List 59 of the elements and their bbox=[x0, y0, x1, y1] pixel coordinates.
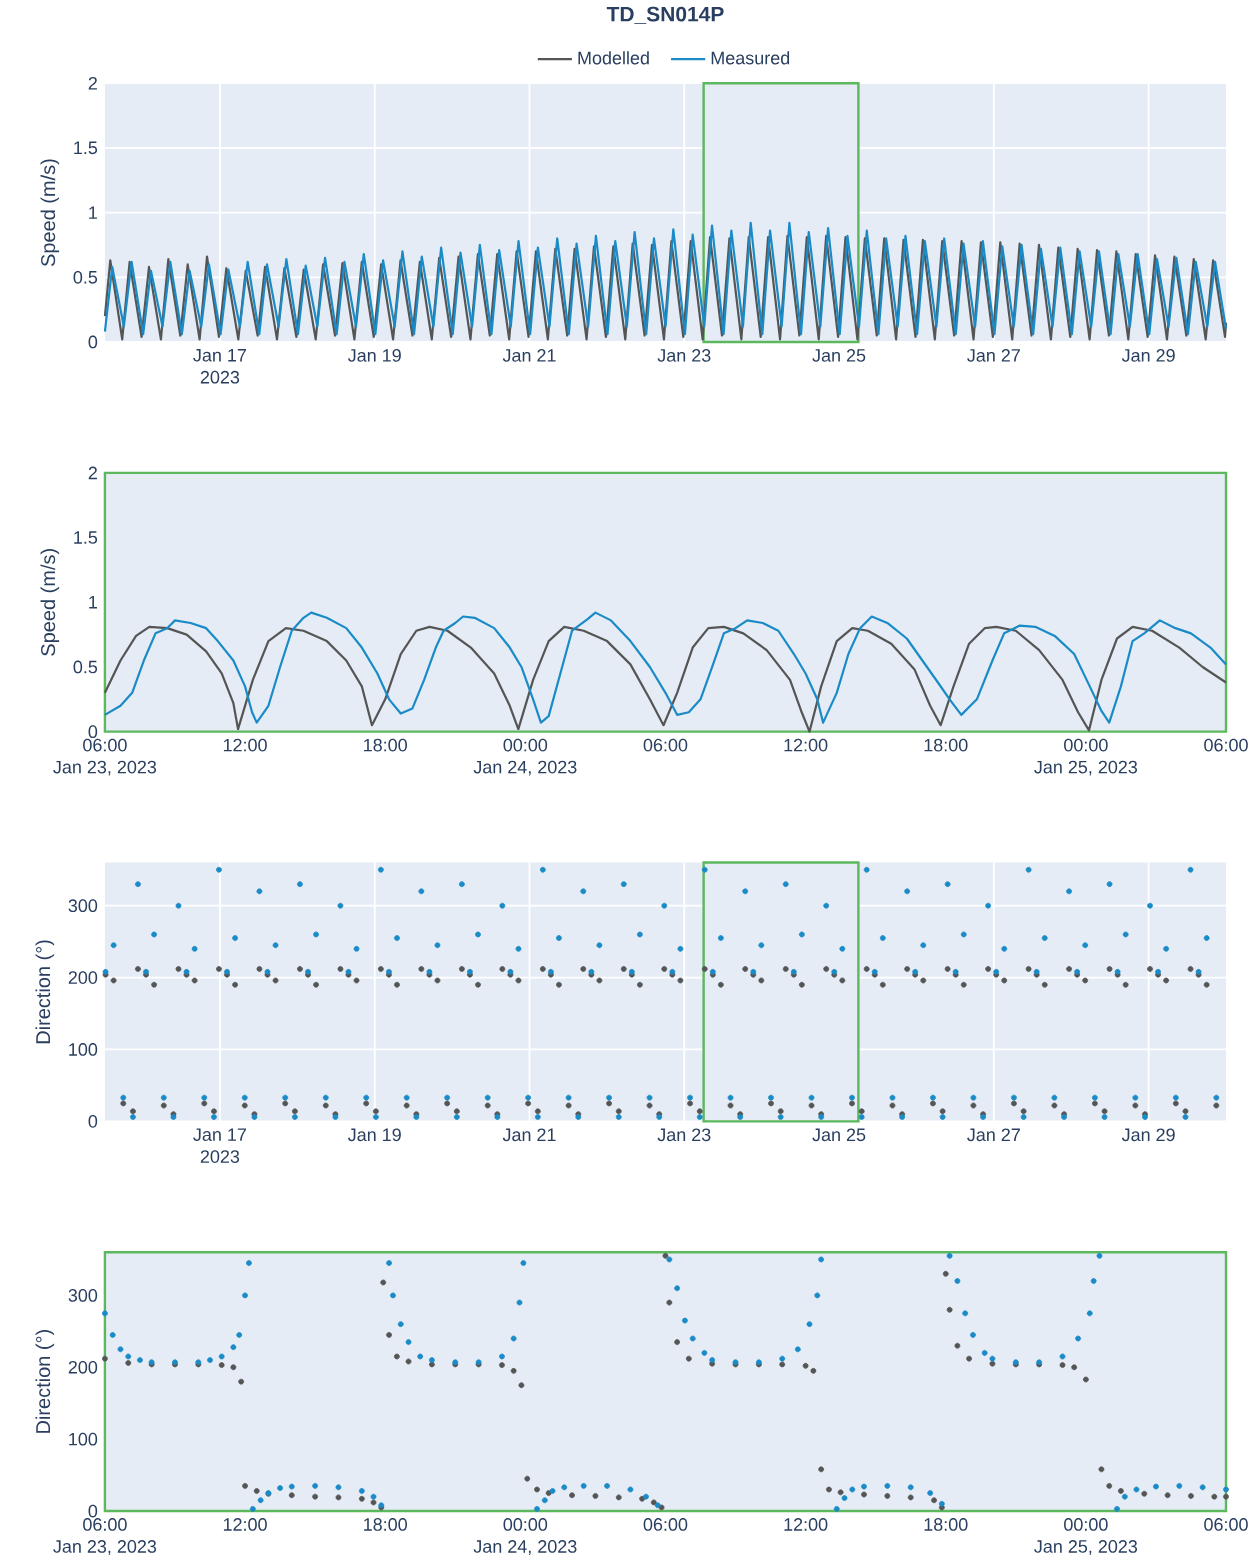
y-tick-label: 2 bbox=[88, 466, 97, 480]
y-axis-title: Speed (m/s) bbox=[40, 549, 60, 656]
y-tick-label: 100 bbox=[69, 1432, 98, 1446]
x-tick-label: Jan 23 bbox=[657, 1128, 711, 1142]
y-tick-label: 300 bbox=[68, 1289, 98, 1302]
y-tick-label: 0 bbox=[88, 335, 98, 349]
x-tick-label: Jan 27 bbox=[967, 1128, 1020, 1142]
line-series bbox=[103, 611, 1228, 724]
y-tick-label: 1 bbox=[89, 596, 97, 609]
x-tick-label: Jan 17 2023 bbox=[193, 1128, 246, 1163]
x-tick-label: 06:00 bbox=[1204, 1518, 1248, 1531]
y-tick-label: 1 bbox=[89, 206, 97, 219]
x-tick-label: 06:00 Jan 23, 2023 bbox=[53, 1518, 157, 1555]
x-tick-label: 12:00 bbox=[784, 738, 828, 752]
y-axis-title: Speed (m/s) bbox=[40, 159, 60, 267]
x-tick-label: Jan 17 2023 bbox=[193, 349, 247, 384]
x-tick-label: 18:00 bbox=[924, 738, 968, 752]
x-tick-label: 12:00 bbox=[223, 1518, 267, 1531]
y-tick-label: 0 bbox=[88, 1114, 98, 1128]
x-tick-label: 06:00 bbox=[1204, 738, 1248, 752]
x-tick-label: 06:00 bbox=[643, 1518, 688, 1531]
x-tick-label: Jan 25 bbox=[812, 1128, 866, 1142]
x-tick-label: 18:00 bbox=[924, 1518, 968, 1531]
chart-title: TD_SN014P bbox=[606, 6, 724, 24]
x-tick-label: 00:00 Jan 24, 2023 bbox=[473, 738, 577, 776]
x-tick-label: 00:00 Jan 25, 2023 bbox=[1034, 1518, 1138, 1555]
x-tick-label: Jan 19 bbox=[348, 1128, 401, 1142]
legend-label: Measured bbox=[711, 51, 790, 65]
y-tick-label: 0 bbox=[88, 1504, 98, 1518]
y-tick-label: 200 bbox=[68, 1360, 98, 1374]
x-tick-label: 18:00 bbox=[364, 738, 408, 752]
y-tick-label: 300 bbox=[68, 899, 98, 913]
x-tick-label: Jan 27 bbox=[967, 349, 1020, 362]
y-axis-title: Direction (°) bbox=[35, 940, 55, 1044]
y-tick-label: 1.5 bbox=[74, 531, 98, 544]
x-tick-label: 06:00 Jan 23, 2023 bbox=[53, 738, 157, 776]
y-tick-label: 1.5 bbox=[74, 141, 98, 155]
x-tick-label: 12:00 bbox=[223, 738, 267, 752]
x-tick-label: Jan 29 bbox=[1121, 1128, 1175, 1142]
x-tick-label: Jan 23 bbox=[657, 349, 711, 362]
x-tick-label: Jan 29 bbox=[1121, 349, 1175, 362]
y-tick-label: 0.5 bbox=[73, 270, 98, 284]
x-tick-label: 06:00 bbox=[643, 738, 688, 752]
legend-label: Modelled bbox=[578, 51, 649, 65]
y-tick-label: 0.5 bbox=[73, 660, 98, 674]
x-tick-label: 00:00 Jan 25, 2023 bbox=[1034, 738, 1138, 776]
x-tick-label: Jan 21 bbox=[502, 349, 556, 362]
x-tick-label: 12:00 bbox=[784, 1518, 828, 1531]
x-tick-label: Jan 19 bbox=[348, 349, 401, 362]
x-tick-label: 18:00 bbox=[364, 1518, 408, 1531]
y-tick-label: 2 bbox=[88, 76, 97, 90]
x-tick-label: Jan 25 bbox=[812, 349, 866, 362]
y-tick-label: 0 bbox=[88, 725, 98, 739]
x-tick-label: 00:00 Jan 24, 2023 bbox=[473, 1518, 577, 1555]
y-axis-title: Direction (°) bbox=[35, 1330, 55, 1433]
y-tick-label: 100 bbox=[69, 1043, 98, 1056]
x-tick-label: Jan 21 bbox=[502, 1128, 556, 1142]
line-series bbox=[103, 625, 1228, 733]
y-tick-label: 200 bbox=[68, 971, 98, 984]
